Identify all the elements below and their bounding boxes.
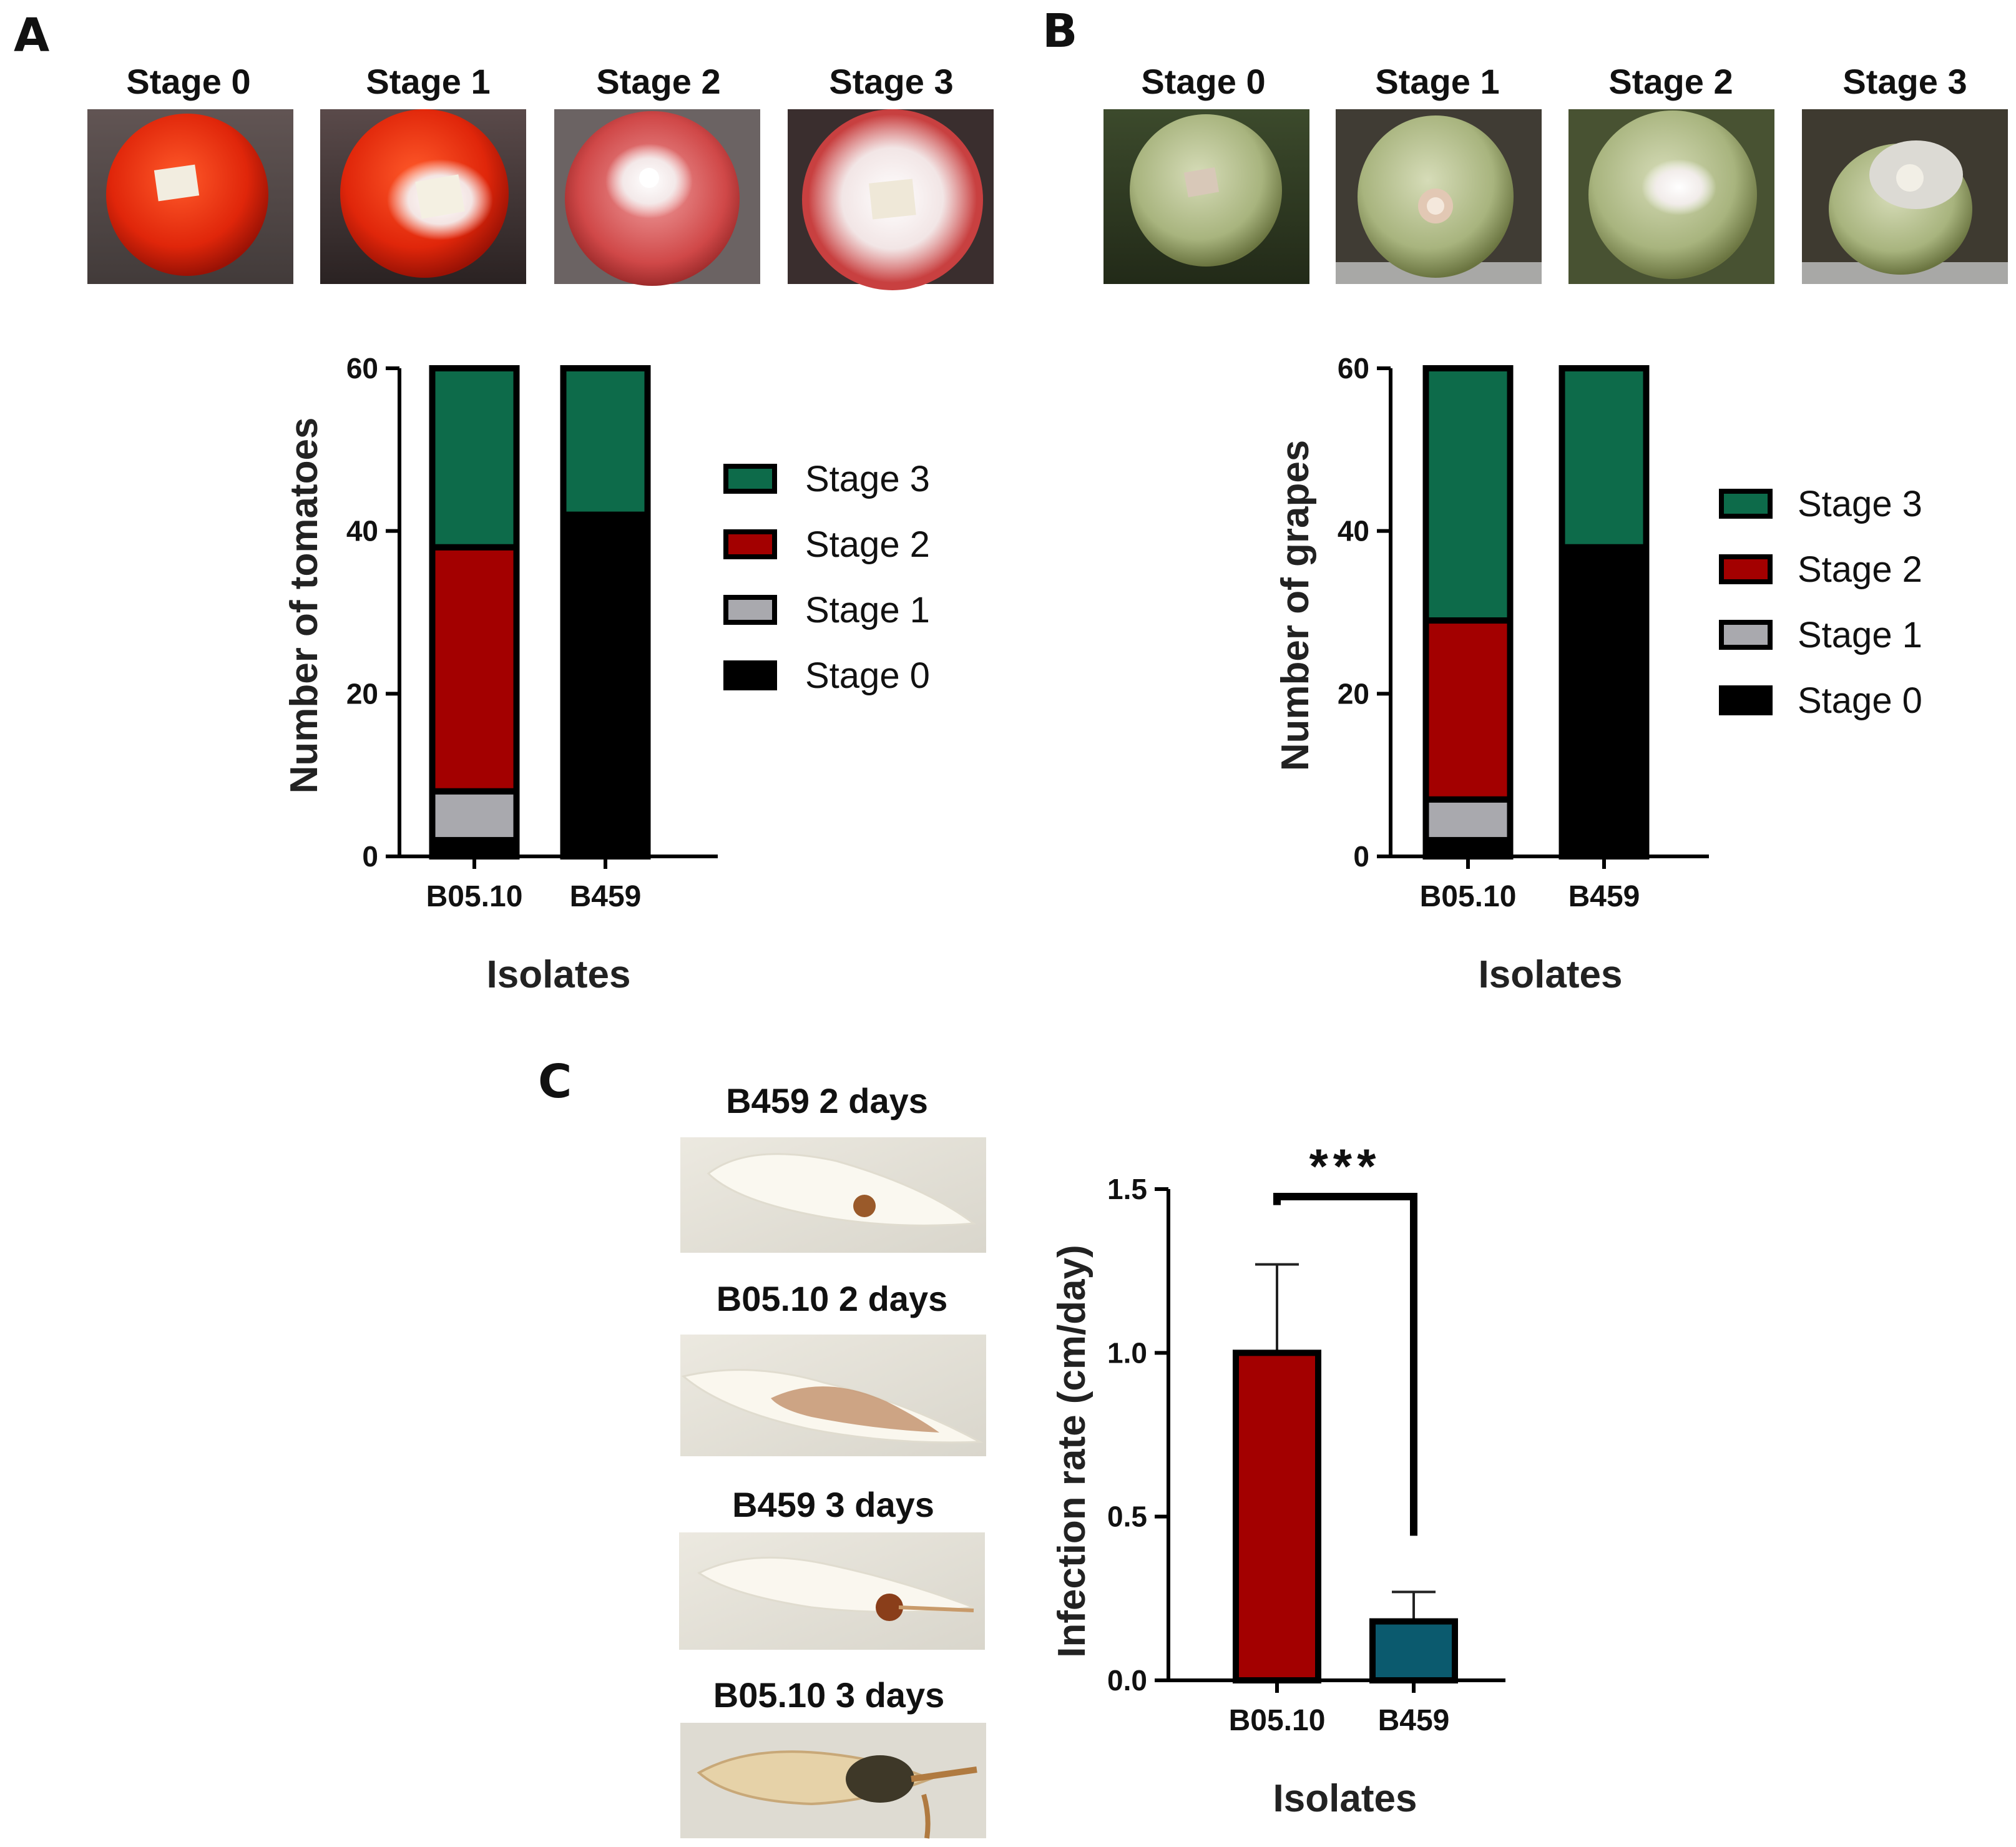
panel-c-letter: C bbox=[538, 1055, 572, 1109]
tomato-photo-stage-2 bbox=[554, 109, 760, 286]
panel-a-photo-label: Stage 2 bbox=[596, 62, 720, 101]
legend-swatch-stage-0 bbox=[723, 660, 777, 690]
grape-bar-b0510-stage-1 bbox=[1422, 796, 1514, 843]
grape-x-category-label: B459 bbox=[1568, 880, 1640, 913]
tomato-y-tick-label: 60 bbox=[346, 352, 378, 385]
tomato-legend: Stage 3 Stage 2 Stage 1 Stage 0 bbox=[723, 459, 930, 696]
grape-photo-stage-1 bbox=[1336, 109, 1542, 284]
tomato-bar-b0510-stage-3 bbox=[429, 365, 520, 551]
legend-label-stage-1: Stage 1 bbox=[1798, 615, 1922, 655]
significance-bracket bbox=[1273, 1193, 1417, 1536]
infection-x-axis-title: Isolates bbox=[1273, 1777, 1417, 1820]
petal-photo-b0510-3-days bbox=[680, 1723, 986, 1839]
tomato-bar-b0510-stage-1 bbox=[429, 788, 520, 843]
infection-y-tick-label: 1.0 bbox=[1107, 1336, 1147, 1369]
grape-y-axis-title: Number of grapes bbox=[1274, 440, 1317, 772]
petal-photo-b459-3-days bbox=[679, 1532, 985, 1650]
tomato-y-tick-label: 20 bbox=[346, 677, 378, 710]
tomato-bar-b0510-stage-2 bbox=[429, 544, 520, 795]
grape-y-tick-label: 40 bbox=[1338, 515, 1369, 547]
significance-stars: *** bbox=[1309, 1139, 1381, 1193]
legend-swatch-stage-1 bbox=[1719, 620, 1773, 650]
infection-x-category-label: B05.10 bbox=[1229, 1704, 1326, 1737]
tomato-bar-b459-stage-3 bbox=[560, 365, 651, 518]
infection-y-axis-title: Infection rate (cm/day) bbox=[1050, 1245, 1094, 1657]
grape-photo-stage-0 bbox=[1103, 109, 1309, 284]
panel-a-photo-label: Stage 3 bbox=[829, 62, 953, 101]
legend-label-stage-3: Stage 3 bbox=[1798, 484, 1922, 524]
legend-label-stage-0: Stage 0 bbox=[805, 655, 930, 696]
grape-x-axis-title: Isolates bbox=[1479, 953, 1623, 996]
infection-bar-b459 bbox=[1369, 1618, 1458, 1684]
grape-photo-stage-2 bbox=[1568, 109, 1774, 284]
legend-swatch-stage-1 bbox=[723, 595, 777, 625]
legend-label-stage-2: Stage 2 bbox=[805, 524, 930, 565]
grape-legend: Stage 3 Stage 2 Stage 1 Stage 0 bbox=[1719, 484, 1922, 721]
legend-label-stage-2: Stage 2 bbox=[1798, 549, 1922, 590]
infection-y-tick-label: 0.0 bbox=[1107, 1664, 1147, 1697]
petal-photo-label: B459 2 days bbox=[726, 1081, 928, 1120]
panel-b-letter: B bbox=[1042, 4, 1077, 58]
tomato-x-category-label: B459 bbox=[570, 880, 642, 913]
legend-swatch-stage-3 bbox=[723, 464, 777, 494]
legend-label-stage-3: Stage 3 bbox=[805, 459, 930, 499]
tomato-y-axis-title: Number of tomatoes bbox=[283, 418, 326, 794]
infection-rate-bar-chart: Infection rate (cm/day) Isolates *** 0.0… bbox=[1050, 1139, 1505, 1820]
infection-y-tick-label: 0.5 bbox=[1107, 1501, 1147, 1533]
infection-y-tick-label: 1.5 bbox=[1107, 1173, 1147, 1205]
petal-photo-label: B459 3 days bbox=[732, 1485, 934, 1524]
grape-bar-b459-stage-0 bbox=[1558, 544, 1650, 860]
grape-y-tick-label: 0 bbox=[1353, 840, 1369, 873]
tomato-photo-stage-0 bbox=[87, 109, 293, 284]
panel-b-photo-label: Stage 0 bbox=[1141, 62, 1265, 101]
petal-photo-b459-2-days bbox=[680, 1137, 986, 1253]
panel-b-photo-labels: Stage 0 Stage 1 Stage 2 Stage 3 bbox=[1141, 62, 1967, 101]
legend-swatch-stage-2 bbox=[723, 529, 777, 559]
grape-y-tick-label: 20 bbox=[1338, 677, 1369, 710]
panel-b-photo-label: Stage 2 bbox=[1608, 62, 1733, 101]
panel-a-photo-labels: Stage 0 Stage 1 Stage 2 Stage 3 bbox=[126, 62, 953, 101]
infection-bar-b0510 bbox=[1233, 1350, 1321, 1683]
tomato-bar-b459-stage-0 bbox=[560, 511, 651, 860]
grape-stacked-bar-chart: Number of grapes Isolates 0 20 40 60 B05.10 B… bbox=[1274, 352, 1709, 996]
panel-b-photo-label: Stage 1 bbox=[1375, 62, 1499, 101]
legend-swatch-stage-0 bbox=[1719, 685, 1773, 715]
grape-bar-b0510-stage-3 bbox=[1422, 365, 1514, 624]
tomato-y-tick-label: 0 bbox=[362, 840, 378, 873]
panel-a-photo-label: Stage 1 bbox=[366, 62, 490, 101]
infection-x-category-label: B459 bbox=[1378, 1704, 1450, 1737]
panel-b-photo-label: Stage 3 bbox=[1842, 62, 1967, 101]
legend-swatch-stage-2 bbox=[1719, 554, 1773, 584]
grape-y-tick-label: 60 bbox=[1338, 352, 1369, 385]
panel-a-photo-label: Stage 0 bbox=[126, 62, 250, 101]
tomato-photo-stage-3 bbox=[788, 109, 994, 290]
panel-a-letter: A bbox=[14, 9, 49, 62]
grape-x-category-label: B05.10 bbox=[1420, 880, 1517, 913]
tomato-stacked-bar-chart: Number of tomatoes Isolates 0 20 40 60 B05.1… bbox=[283, 352, 718, 996]
petal-photo-label: B05.10 3 days bbox=[713, 1675, 944, 1715]
panel-c-photo-labels: B459 2 days B05.10 2 days B459 3 days B0… bbox=[713, 1081, 947, 1715]
legend-label-stage-1: Stage 1 bbox=[805, 590, 930, 630]
petal-photo-b0510-2-days bbox=[680, 1335, 986, 1456]
tomato-y-tick-label: 40 bbox=[346, 515, 378, 547]
legend-swatch-stage-3 bbox=[1719, 489, 1773, 519]
grape-bar-b0510-stage-2 bbox=[1422, 617, 1514, 803]
tomato-x-category-label: B05.10 bbox=[426, 880, 523, 913]
grape-photo-stage-3 bbox=[1802, 109, 2008, 284]
tomato-x-axis-title: Isolates bbox=[487, 953, 631, 996]
legend-label-stage-0: Stage 0 bbox=[1798, 680, 1922, 721]
tomato-photo-stage-1 bbox=[320, 109, 526, 284]
grape-bar-b459-stage-3 bbox=[1558, 365, 1650, 551]
petal-photo-label: B05.10 2 days bbox=[717, 1279, 947, 1318]
